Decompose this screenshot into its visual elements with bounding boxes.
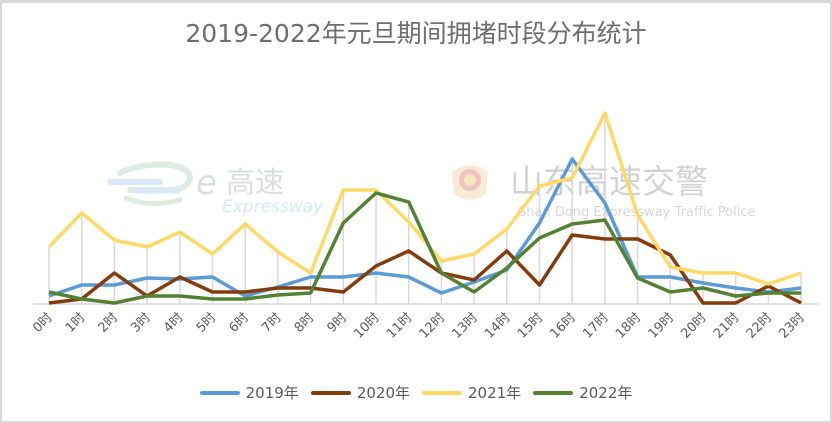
x-tick-label: 11时 — [384, 310, 415, 341]
x-tick-label: 8时 — [292, 310, 318, 336]
police-emblem-icon — [452, 165, 488, 200]
x-tick-label: 1时 — [63, 310, 89, 336]
x-tick-label: 5时 — [194, 310, 220, 336]
series-lines — [47, 111, 802, 305]
x-tick-label: 15时 — [515, 310, 546, 341]
x-tick-label: 7时 — [259, 310, 285, 336]
legend-label: 2021年 — [468, 384, 522, 402]
x-tick-label: 16时 — [548, 310, 579, 341]
watermark-expressway-logo: e 高速 Expressway — [107, 161, 324, 217]
x-tick-label: 6时 — [226, 310, 252, 336]
x-tick-label: 2时 — [96, 310, 122, 336]
watermark-e-letter: e — [196, 163, 217, 203]
legend-item[interactable]: 2020年 — [310, 382, 410, 403]
legend-swatch-icon — [422, 390, 462, 395]
legend-label: 2022年 — [579, 384, 633, 402]
expressway-swoosh-icon — [107, 161, 194, 206]
legend-item[interactable]: 2019年 — [199, 382, 299, 403]
x-tick-label: 13时 — [449, 310, 480, 341]
x-tick-label: 0时 — [30, 310, 56, 336]
legend-item[interactable]: 2021年 — [422, 382, 521, 403]
series-line-2020 — [48, 233, 802, 305]
x-tick-label: 9时 — [324, 310, 350, 336]
x-tick-label: 21时 — [711, 310, 742, 341]
chart-legend: 2019年 2020年 2021年 2022年 — [0, 382, 832, 403]
x-tick-label: 22时 — [744, 310, 775, 341]
legend-item[interactable]: 2022年 — [533, 382, 632, 403]
legend-swatch-icon — [199, 390, 240, 395]
legend-swatch-icon — [533, 390, 574, 395]
x-tick-label: 23时 — [776, 310, 807, 341]
x-tick-label: 14时 — [482, 310, 513, 341]
x-tick-label: 17时 — [580, 310, 611, 341]
watermark-expressway-text: Expressway — [222, 197, 324, 217]
watermark-gaosu-text: 高速 — [226, 165, 284, 199]
x-tick-label: 19时 — [646, 310, 677, 341]
x-tick-label: 4时 — [161, 310, 187, 336]
legend-label: 2020年 — [356, 384, 410, 402]
watermark-police-cn-text: 山东高速交警 — [510, 162, 708, 201]
x-tick-label: 10时 — [351, 310, 382, 341]
x-tick-label: 20时 — [678, 310, 709, 341]
x-axis-tick-labels: 0时 1时 2时 3时 4时 5时 6时 7时 8时 9时 10时 11时 12时 13时 14时 15时 16… — [30, 310, 808, 341]
x-tick-label: 3时 — [128, 310, 154, 336]
watermark-police-logo: 山东高速交警 Shan Dong Expressway Traffic Poli… — [452, 162, 756, 220]
series-line-2022 — [48, 191, 802, 305]
chart-title: 2019-2022年元旦期间拥堵时段分布统计 — [185, 19, 647, 48]
legend-swatch-icon — [310, 390, 351, 395]
x-tick-label: 18时 — [613, 310, 644, 341]
x-tick-label: 12时 — [417, 310, 448, 341]
legend-label: 2019年 — [245, 384, 299, 402]
